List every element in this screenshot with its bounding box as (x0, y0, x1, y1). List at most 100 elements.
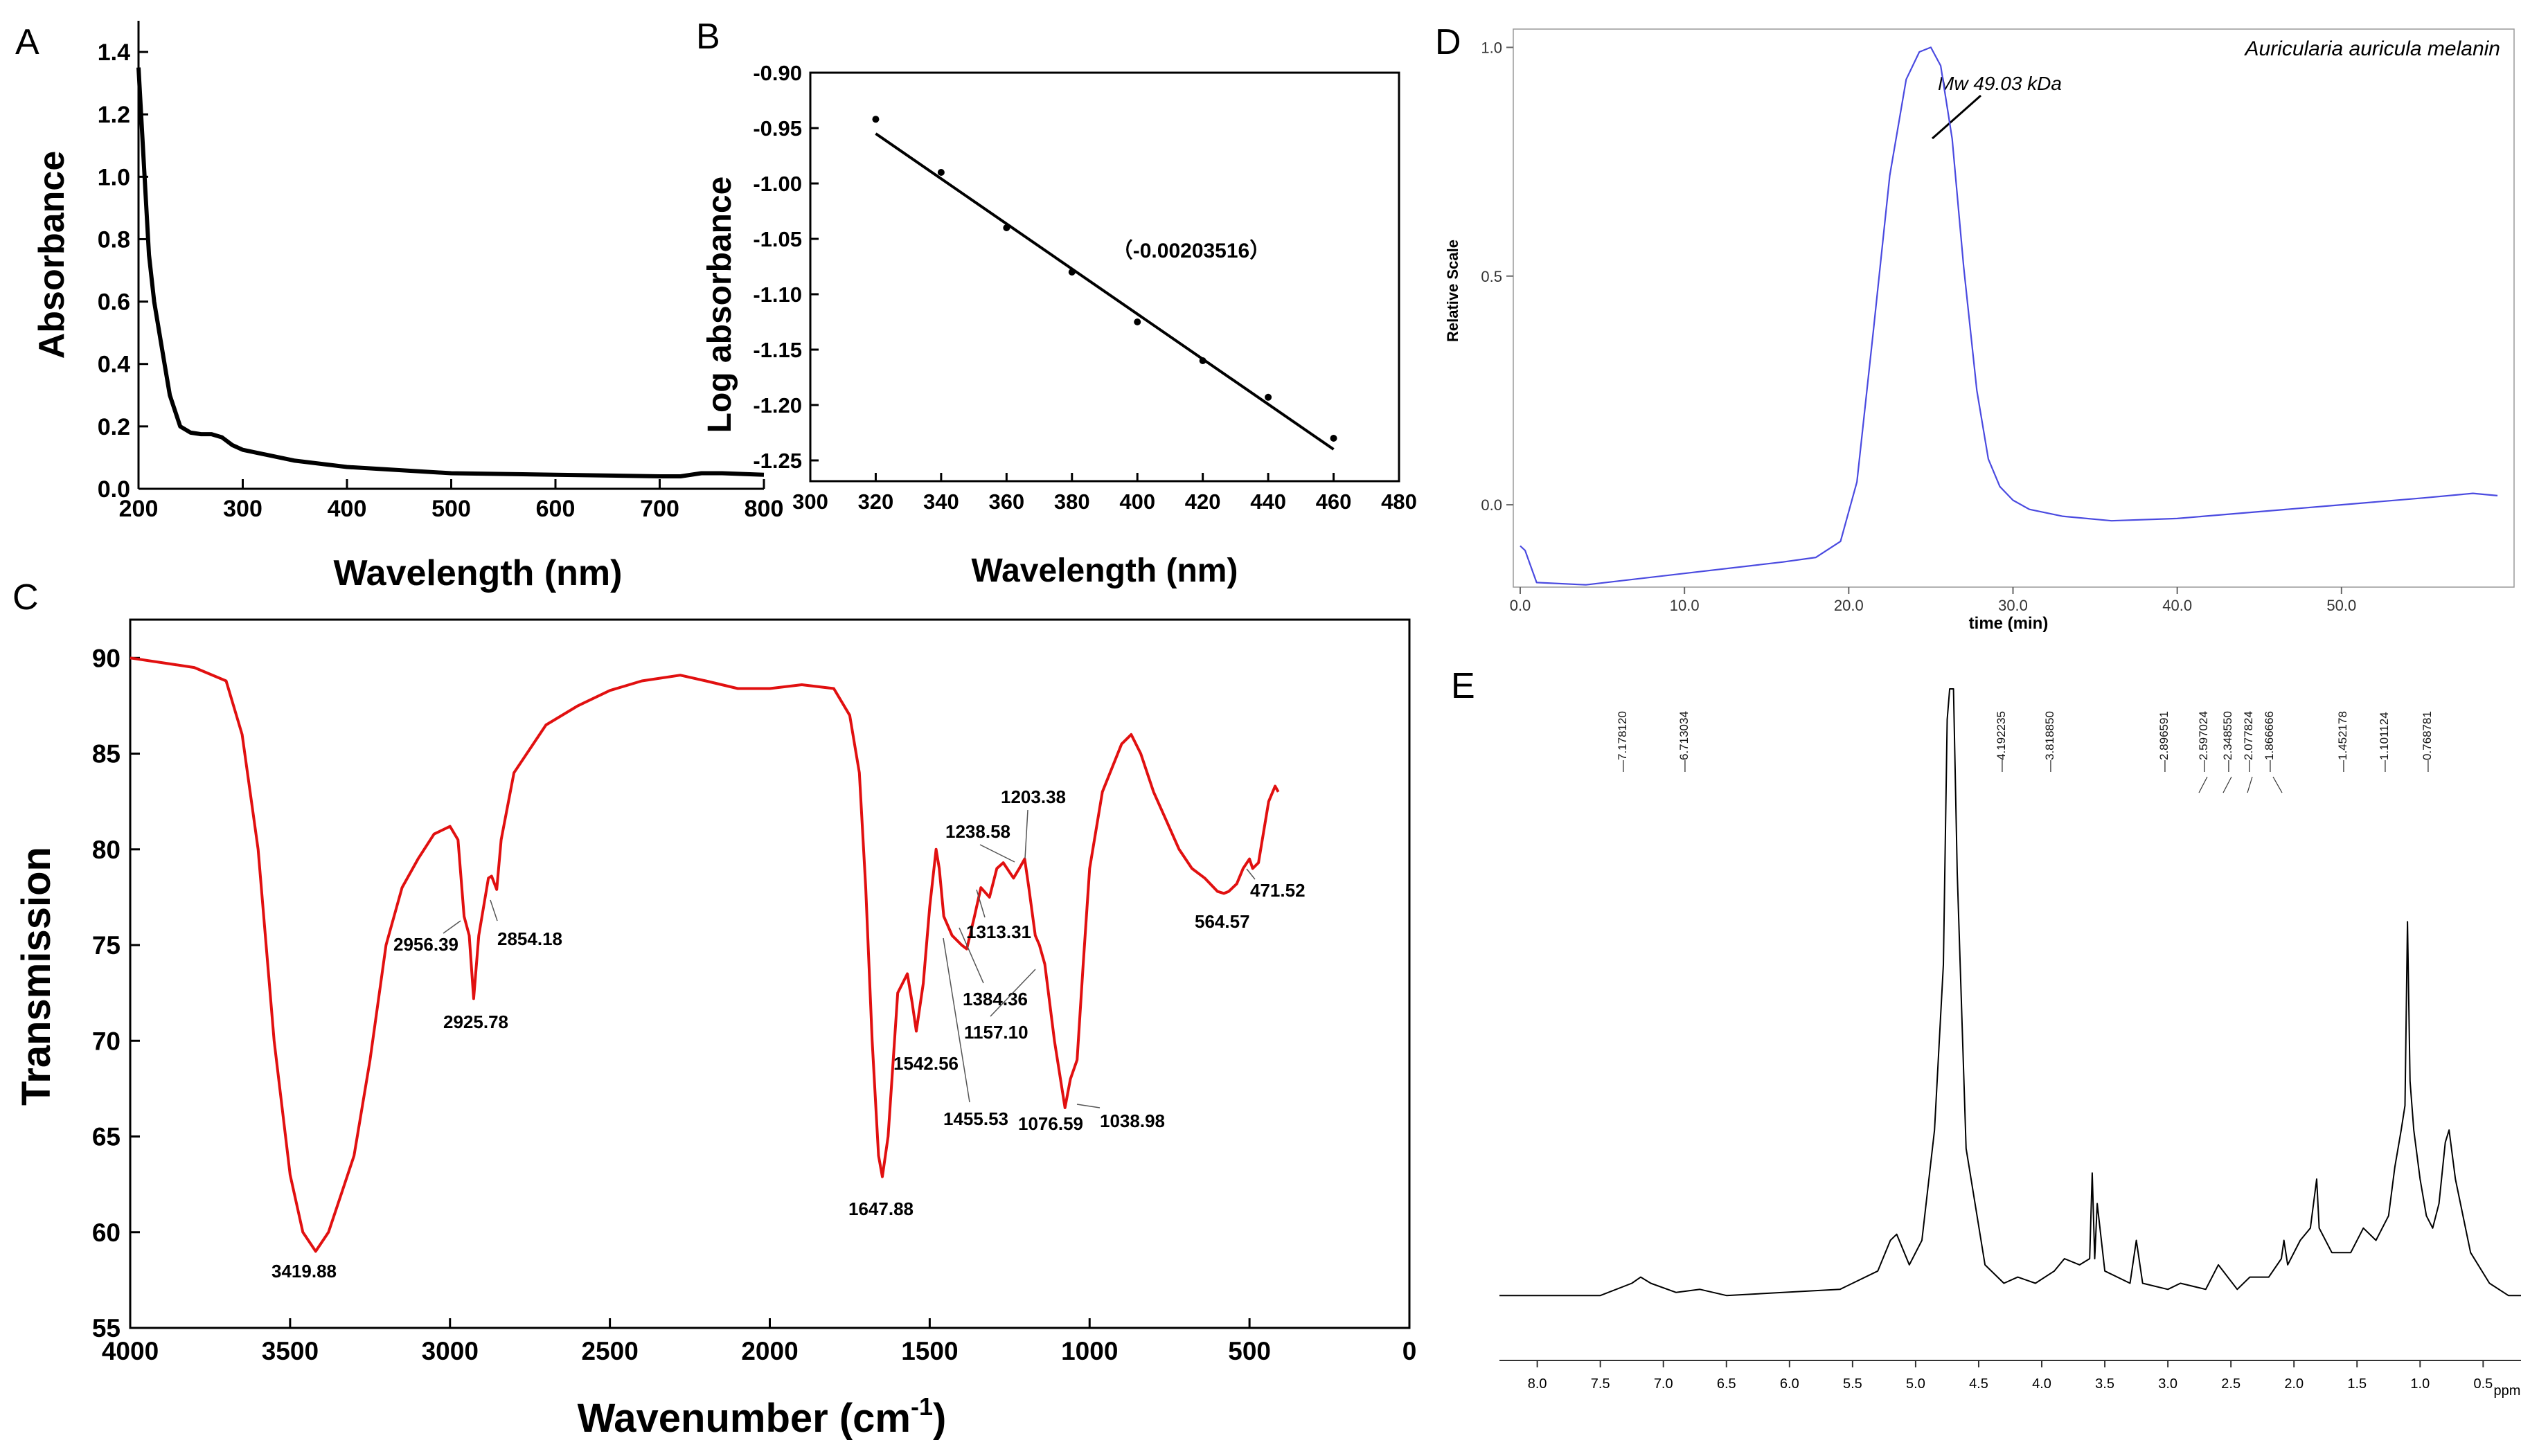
panel-c-peak-label: 1038.98 (1100, 1111, 1165, 1131)
panel-d-x-tick-label: 40.0 (2162, 597, 2192, 614)
panel-b-y-tick-label: -1.20 (753, 393, 802, 417)
panel-e-peak-label: —2.077824 (2242, 711, 2255, 772)
panel-e-label-connector (2198, 776, 2208, 793)
panel-c-peak-label: 1455.53 (943, 1108, 1008, 1129)
panel-c-x-axis-title: Wavenumber (cm-1) (578, 1392, 947, 1441)
panel-c-peak-label: 1238.58 (945, 821, 1010, 842)
panel-a-x-tick-label: 700 (640, 496, 679, 522)
panel-c-peak-label: 1647.88 (848, 1198, 914, 1219)
panel-b-y-tick-label: -1.25 (753, 449, 802, 473)
panel-e-peak-label: —1.866666 (2263, 711, 2276, 772)
panel-label-a: A (15, 22, 39, 62)
panel-e-x-tick-label: 7.0 (1654, 1376, 1673, 1392)
panel-b-x-tick-label: 320 (858, 489, 894, 514)
panel-c-peak-label: 3419.88 (271, 1261, 337, 1282)
panel-c-peak-label: 2956.39 (393, 934, 458, 955)
panel-d-y-tick-label: 0.0 (1481, 496, 1502, 514)
panel-d-x-axis-title: time (min) (1969, 614, 2049, 633)
panel-e-x-tick-label: 7.5 (1591, 1376, 1610, 1392)
panel-e-peak-label: —4.192235 (1995, 711, 2008, 772)
panel-b-x-tick-label: 440 (1250, 489, 1286, 514)
panel-a-x-tick-label: 400 (328, 496, 367, 522)
panel-c-x-axis-title-sup: -1 (911, 1392, 933, 1421)
panel-e-label-connector (2272, 776, 2283, 793)
panel-a-x-tick-label: 200 (119, 496, 159, 522)
panel-c-y-axis-title: Transmission (14, 847, 59, 1106)
panel-c-peak-leader (943, 937, 970, 1103)
panel-a-x-axis-title: Wavelength (nm) (334, 553, 623, 593)
panel-e-peak-label: —2.348550 (2221, 711, 2234, 772)
panel-c-y-tick-label: 70 (92, 1027, 121, 1055)
panel-e-peak-label: —1.101124 (2378, 712, 2391, 772)
panel-c-x-tick-label: 3000 (422, 1337, 479, 1365)
panel-d-x-tick-label: 50.0 (2326, 597, 2356, 614)
panel-d-y-axis-title: Relative Scale (1444, 240, 1461, 342)
panel-c-peak-leader (1246, 868, 1256, 880)
panel-e-x-tick-label: 6.0 (1780, 1376, 1799, 1392)
panel-d-y-tick-label: 1.0 (1481, 39, 1502, 56)
panel-b-x-tick-label: 340 (923, 489, 959, 514)
panel-c-peak-label: 471.52 (1250, 880, 1306, 901)
panel-e-x-axis-title: ppm (2494, 1383, 2521, 1399)
panel-c-y-tick-label: 75 (92, 931, 121, 960)
panel-c-peak-leader (490, 899, 498, 922)
panel-c-peak-label: 1203.38 (1001, 787, 1066, 807)
panel-e-x-tick-label: 5.0 (1906, 1376, 1925, 1392)
panel-d-y-tick-label: 0.5 (1481, 268, 1502, 285)
panel-b-slope-annotation: （-0.00203516） (1112, 239, 1271, 262)
panel-c-y-tick-label: 65 (92, 1123, 121, 1151)
panel-c-peak-leader (1076, 1104, 1101, 1108)
panel-a-absorbance-line (136, 67, 765, 478)
panel-a-x-tick-label: 500 (431, 496, 471, 522)
panel-a-y-tick-label: 1.4 (98, 39, 130, 66)
panel-c-peak-label: 1157.10 (964, 1022, 1028, 1043)
panel-c-x-axis-title-end: ) (933, 1396, 946, 1441)
panel-c-ftir-line (130, 656, 1280, 1253)
panel-b-y-tick-label: -0.95 (753, 116, 802, 141)
panel-a-x-tick-label: 800 (745, 496, 784, 522)
panel-b-y-tick-label: -1.05 (753, 227, 802, 251)
panel-c-x-tick-label: 2000 (741, 1337, 798, 1365)
panel-a-y-tick-label: 0.2 (98, 414, 130, 440)
panel-e-x-tick-label: 3.5 (2095, 1376, 2114, 1392)
panel-b-y-tick-label: -1.00 (753, 172, 802, 196)
panel-b-x-axis-title: Wavelength (nm) (972, 552, 1238, 589)
panel-b-x-tick-label: 360 (988, 489, 1024, 514)
panel-b-data-point (937, 169, 945, 176)
panel-a-y-tick-label: 0.8 (98, 226, 130, 253)
panel-c-x-tick-label: 1500 (901, 1337, 958, 1365)
panel-c-peak-leader (990, 969, 1036, 1017)
panel-a-chart: Absorbance Wavelength (nm) 0.0 0.2 0.4 0.6 0… (32, 21, 783, 593)
panel-b-x-tick-label: 300 (792, 489, 828, 514)
panel-c-chart: Transmission Wavenumber (cm-1) 55 60 65 70 7… (14, 618, 1417, 1441)
panel-c-x-tick-label: 0 (1402, 1337, 1417, 1365)
panel-d-mw-pointer (1932, 94, 1981, 140)
panel-e-label-connector (2222, 776, 2232, 793)
panel-e-peak-label: —0.768781 (2421, 711, 2434, 772)
panel-c-plot-frame (129, 618, 1411, 1329)
panel-b-x-tick-label: 420 (1185, 489, 1221, 514)
panel-d-mw-annotation: Mw 49.03 kDa (1938, 73, 2062, 94)
panel-e-peak-label: —1.452178 (2336, 711, 2349, 772)
panel-b-y-tick-label: -1.15 (753, 338, 802, 362)
panel-c-x-tick-label: 2500 (581, 1337, 638, 1365)
panel-a-x-tick-label: 300 (223, 496, 262, 522)
panel-c-y-tick-label: 55 (92, 1314, 121, 1342)
panel-b-x-tick-label: 380 (1054, 489, 1090, 514)
panel-c-peak-label: 1542.56 (893, 1053, 959, 1074)
panel-c-peak-label: 1313.31 (966, 922, 1031, 942)
panel-b-x-tick-label: 480 (1381, 489, 1417, 514)
panel-e-x-tick-label: 2.5 (2221, 1376, 2240, 1392)
panel-b-data-point (1003, 224, 1010, 231)
panel-b-data-point (1068, 269, 1076, 276)
panel-b-data-point (1330, 435, 1337, 442)
panel-c-x-tick-label: 3500 (262, 1337, 319, 1365)
panel-e-x-tick-label: 6.5 (1717, 1376, 1736, 1392)
panel-label-d: D (1435, 22, 1461, 62)
panel-c-y-tick-label: 90 (92, 644, 121, 672)
panel-c-y-tick-label: 80 (92, 836, 121, 864)
panel-c-peak-leader (959, 927, 984, 984)
panel-a-y-tick-label: 1.0 (98, 164, 130, 190)
panel-b-data-point (1134, 318, 1141, 325)
